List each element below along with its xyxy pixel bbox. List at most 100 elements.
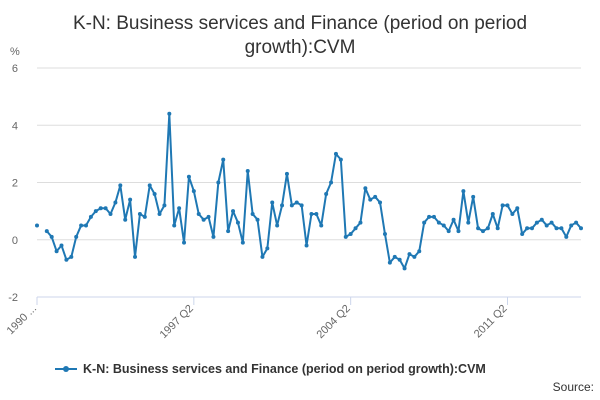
data-point xyxy=(343,234,348,239)
data-point xyxy=(123,217,128,222)
data-point xyxy=(392,254,397,259)
data-point xyxy=(54,249,59,254)
data-point xyxy=(152,191,157,196)
data-point xyxy=(44,229,49,234)
data-point xyxy=(103,206,108,211)
data-point xyxy=(510,211,515,216)
data-point xyxy=(579,226,583,231)
data-point xyxy=(490,211,495,216)
data-point xyxy=(534,220,539,225)
data-point xyxy=(280,203,285,208)
data-point xyxy=(74,234,79,239)
data-point xyxy=(226,229,231,234)
data-point xyxy=(373,194,378,199)
data-point xyxy=(133,254,138,259)
data-point xyxy=(172,223,177,228)
series-line xyxy=(46,112,582,270)
data-point xyxy=(436,220,441,225)
data-point xyxy=(231,209,236,214)
legend-series-swatch-icon xyxy=(55,364,77,374)
data-point xyxy=(461,189,466,194)
data-point xyxy=(177,206,182,211)
y-axis-label: % xyxy=(10,46,20,58)
y-tick-label: 6 xyxy=(12,63,18,75)
data-point xyxy=(93,209,98,214)
data-point xyxy=(270,200,275,205)
data-point xyxy=(544,223,549,228)
data-point xyxy=(387,260,392,265)
data-point xyxy=(98,206,103,211)
chart-title-line-2: growth):CVM xyxy=(244,37,356,58)
data-point xyxy=(529,226,534,231)
data-point xyxy=(451,217,456,222)
data-point xyxy=(520,232,525,237)
data-point xyxy=(476,226,481,231)
data-point xyxy=(289,203,294,208)
data-point xyxy=(235,220,240,225)
data-point xyxy=(319,223,324,228)
data-point xyxy=(35,223,39,228)
y-tick-label: 2 xyxy=(12,178,18,190)
data-point xyxy=(471,194,476,199)
data-point xyxy=(495,226,500,231)
data-point xyxy=(240,240,245,245)
data-point xyxy=(304,243,309,248)
chart-title-line-1: K-N: Business services and Finance (peri… xyxy=(72,13,528,34)
data-point xyxy=(221,157,226,162)
data-point xyxy=(559,226,564,231)
data-point xyxy=(554,226,559,231)
x-tick-label: 2004 Q2 xyxy=(314,303,352,341)
data-point xyxy=(422,220,427,225)
data-point xyxy=(431,214,436,219)
data-point xyxy=(157,211,162,216)
data-point xyxy=(569,223,574,228)
x-tick-label: 1997 Q2 xyxy=(158,303,196,341)
data-point xyxy=(363,186,368,191)
data-point xyxy=(574,220,579,225)
data-point xyxy=(182,240,187,245)
data-point xyxy=(147,183,152,188)
legend[interactable]: K-N: Business services and Finance (peri… xyxy=(55,362,486,376)
data-point xyxy=(402,266,407,271)
chart-title: K-N: Business services and Finance (peri… xyxy=(0,12,600,60)
data-point xyxy=(456,229,461,234)
data-point xyxy=(113,200,118,205)
data-point xyxy=(378,200,383,205)
data-point xyxy=(201,217,206,222)
data-point xyxy=(79,223,84,228)
x-tick-label: 1990 ... xyxy=(5,303,39,337)
data-point xyxy=(480,229,485,234)
data-point xyxy=(265,246,270,251)
data-point xyxy=(250,211,255,216)
data-point xyxy=(539,217,544,222)
data-point xyxy=(167,111,172,116)
data-point xyxy=(382,232,387,237)
y-tick-label: 4 xyxy=(12,120,18,132)
data-point xyxy=(549,220,554,225)
data-point xyxy=(191,189,196,194)
data-point xyxy=(446,229,451,234)
data-point xyxy=(245,169,250,174)
data-point xyxy=(329,180,334,185)
data-point xyxy=(407,252,412,257)
data-point xyxy=(196,211,201,216)
data-point xyxy=(417,249,422,254)
data-point xyxy=(275,223,280,228)
data-point xyxy=(338,157,343,162)
data-point xyxy=(294,200,299,205)
data-point xyxy=(358,220,363,225)
data-point xyxy=(353,226,358,231)
data-point xyxy=(206,214,211,219)
data-point xyxy=(69,254,74,259)
data-point xyxy=(427,214,432,219)
data-point xyxy=(466,220,471,225)
data-point xyxy=(525,226,530,231)
data-point xyxy=(162,203,167,208)
data-point xyxy=(441,223,446,228)
legend-series-label: K-N: Business services and Finance (peri… xyxy=(83,362,486,376)
data-point xyxy=(216,180,221,185)
y-tick-label: -2 xyxy=(8,292,18,304)
data-point xyxy=(108,211,113,216)
data-point xyxy=(324,191,329,196)
data-point xyxy=(485,226,490,231)
